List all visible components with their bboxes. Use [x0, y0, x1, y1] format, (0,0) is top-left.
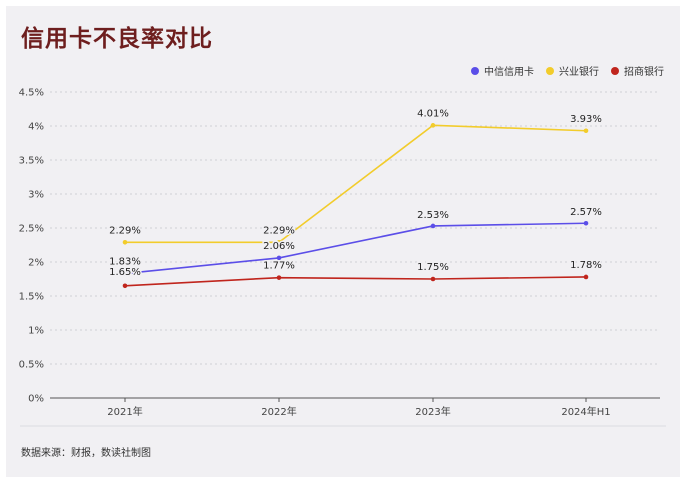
x-tick-label: 2024年H1: [561, 405, 610, 418]
legend-item-cmb: 招商银行: [611, 63, 664, 78]
legend-marker-cmb: [611, 66, 619, 75]
data-label: 2.57%: [570, 207, 602, 218]
data-label: 1.77%: [263, 261, 295, 272]
data-label: 1.83%: [109, 257, 141, 268]
series-line: [124, 222, 587, 275]
data-label: 4.01%: [417, 108, 449, 119]
data-point: [276, 255, 282, 261]
data-label: 1.78%: [570, 260, 602, 271]
data-label: 2.29%: [263, 225, 295, 236]
y-tick-label: 1.5%: [19, 292, 44, 303]
data-point: [430, 276, 436, 282]
data-label: 2.53%: [417, 210, 449, 221]
data-point: [583, 220, 589, 226]
data-point: [122, 283, 128, 289]
y-tick-label: 3.5%: [19, 156, 44, 167]
data-point: [276, 239, 282, 245]
source-note: 数据来源：财报，数读社制图: [21, 448, 151, 459]
data-label: 2.06%: [263, 241, 295, 252]
y-tick-label: 3%: [28, 190, 44, 201]
legend-marker-citic: [471, 66, 479, 75]
y-tick-label: 0%: [28, 394, 44, 405]
data-label: 1.75%: [417, 262, 449, 273]
data-point: [583, 128, 589, 134]
data-label: 2.29%: [109, 225, 141, 236]
x-tick-label: 2022年: [261, 405, 296, 418]
y-tick-label: 4%: [28, 122, 44, 133]
legend-item-industrial: 兴业银行: [546, 63, 599, 78]
data-point: [276, 275, 282, 280]
legend-label-industrial: 兴业银行: [559, 67, 599, 78]
x-tick-label: 2023年: [415, 405, 450, 418]
legend-label-citic: 中信信用卡: [484, 67, 534, 78]
data-label: 1.65%: [109, 267, 141, 278]
legend-marker-industrial: [546, 66, 554, 75]
data-point: [583, 274, 589, 280]
legend-label-cmb: 招商银行: [624, 67, 664, 78]
y-tick-label: 2%: [28, 258, 44, 269]
y-tick-label: 2.5%: [19, 224, 44, 235]
y-tick-label: 1%: [28, 326, 44, 337]
data-point: [430, 123, 436, 128]
x-tick-label: 2021年: [107, 405, 142, 418]
data-point: [430, 223, 436, 229]
series-line: [124, 276, 587, 287]
y-tick-label: 0.5%: [19, 360, 44, 371]
y-tick-label: 4.5%: [19, 88, 44, 99]
series-line: [125, 124, 587, 244]
legend-item-citic: 中信信用卡: [471, 63, 534, 78]
data-point: [122, 271, 128, 276]
chart-title: 信用卡不良率对比: [21, 26, 213, 52]
legend: 中信信用卡 兴业银行 招商银行: [471, 63, 664, 78]
data-label: 3.93%: [570, 114, 602, 125]
data-point: [122, 239, 128, 245]
